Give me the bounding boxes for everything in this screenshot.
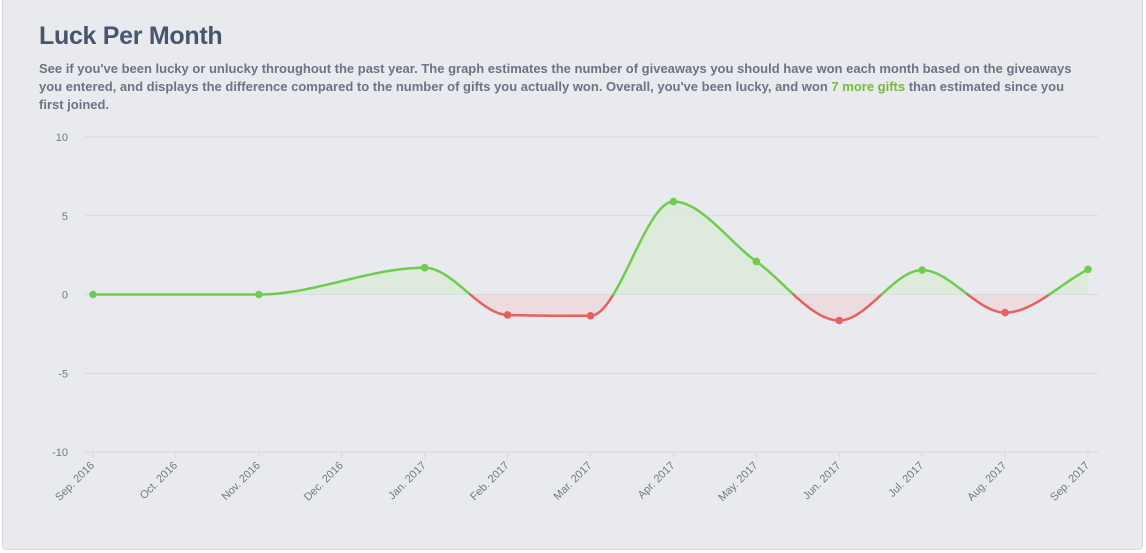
- x-tick-label: Dec. 2016: [302, 460, 346, 504]
- x-tick-label: Feb. 2017: [468, 460, 512, 504]
- data-point: [89, 290, 97, 299]
- y-tick-label: 5: [62, 211, 68, 223]
- x-tick-label: Jan. 2017: [386, 460, 429, 503]
- data-point: [255, 290, 263, 299]
- data-point: [586, 311, 595, 320]
- x-tick-label: Oct. 2016: [138, 460, 180, 502]
- x-tick-label: Nov. 2016: [220, 460, 263, 503]
- x-tick-label: Aug. 2017: [965, 460, 1009, 504]
- data-point: [420, 263, 429, 272]
- x-tick-label: Sep. 2016: [53, 460, 97, 504]
- data-point: [669, 197, 678, 206]
- description-text: See if you've been lucky or unlucky thro…: [39, 61, 1072, 94]
- page-title: Luck Per Month: [39, 22, 223, 50]
- area-fill: [881, 270, 968, 295]
- x-tick-label: Jun. 2017: [801, 460, 844, 503]
- description-text-end: than estimated since you first joined.: [39, 79, 1065, 112]
- luck-line: [612, 200, 795, 296]
- area-fill: [793, 294, 882, 321]
- area-fill: [93, 267, 471, 295]
- area-fill: [613, 201, 794, 295]
- chart-description: See if you've been lucky or unlucky thro…: [39, 60, 1079, 114]
- data-point: [1084, 265, 1092, 274]
- area-fill: [967, 294, 1050, 313]
- x-tick-label: Jul. 2017: [886, 460, 926, 500]
- area-fill: [470, 294, 614, 316]
- data-point: [1001, 308, 1009, 317]
- data-point: [835, 316, 844, 325]
- y-tick-label: 10: [56, 132, 68, 144]
- x-tick-label: May. 2017: [716, 460, 760, 504]
- luck-line: [1048, 268, 1090, 296]
- data-point: [752, 257, 761, 266]
- data-point: [503, 311, 512, 319]
- highlight-text: 7 more gifts: [831, 79, 906, 94]
- x-tick-label: Mar. 2017: [552, 460, 595, 503]
- y-tick-label: 0: [62, 290, 68, 302]
- luck-line: [91, 266, 472, 296]
- data-point: [918, 266, 926, 274]
- y-tick-label: -5: [58, 368, 68, 380]
- y-tick-label: -10: [52, 447, 68, 459]
- x-tick-label: Apr. 2017: [636, 460, 678, 502]
- x-tick-label: Sep. 2017: [1048, 460, 1092, 504]
